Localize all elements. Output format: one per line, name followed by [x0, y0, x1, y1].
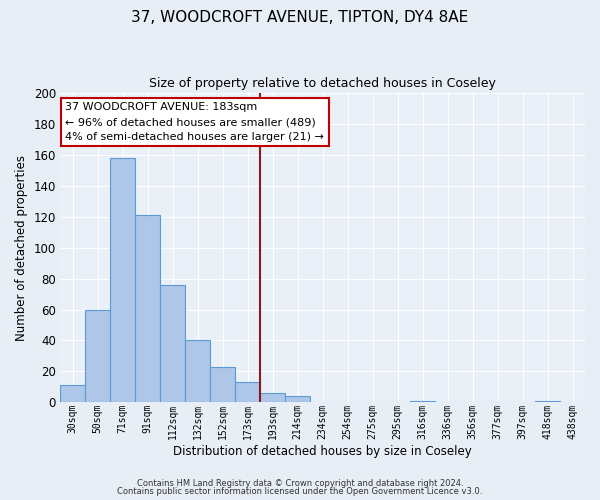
Bar [235, 382, 260, 402]
Bar [535, 401, 560, 402]
Text: Contains HM Land Registry data © Crown copyright and database right 2024.: Contains HM Land Registry data © Crown c… [137, 478, 463, 488]
Text: Contains public sector information licensed under the Open Government Licence v3: Contains public sector information licen… [118, 487, 482, 496]
Bar [285, 396, 310, 402]
Bar [260, 393, 285, 402]
Text: 37, WOODCROFT AVENUE, TIPTON, DY4 8AE: 37, WOODCROFT AVENUE, TIPTON, DY4 8AE [131, 10, 469, 25]
Bar [410, 401, 435, 402]
Bar [85, 310, 110, 402]
Bar [60, 386, 85, 402]
Text: 37 WOODCROFT AVENUE: 183sqm
← 96% of detached houses are smaller (489)
4% of sem: 37 WOODCROFT AVENUE: 183sqm ← 96% of det… [65, 102, 324, 142]
Bar [160, 285, 185, 403]
Y-axis label: Number of detached properties: Number of detached properties [15, 154, 28, 340]
Bar [185, 340, 210, 402]
Bar [135, 215, 160, 402]
Bar [110, 158, 135, 402]
Title: Size of property relative to detached houses in Coseley: Size of property relative to detached ho… [149, 78, 496, 90]
Bar [210, 366, 235, 402]
X-axis label: Distribution of detached houses by size in Coseley: Distribution of detached houses by size … [173, 444, 472, 458]
